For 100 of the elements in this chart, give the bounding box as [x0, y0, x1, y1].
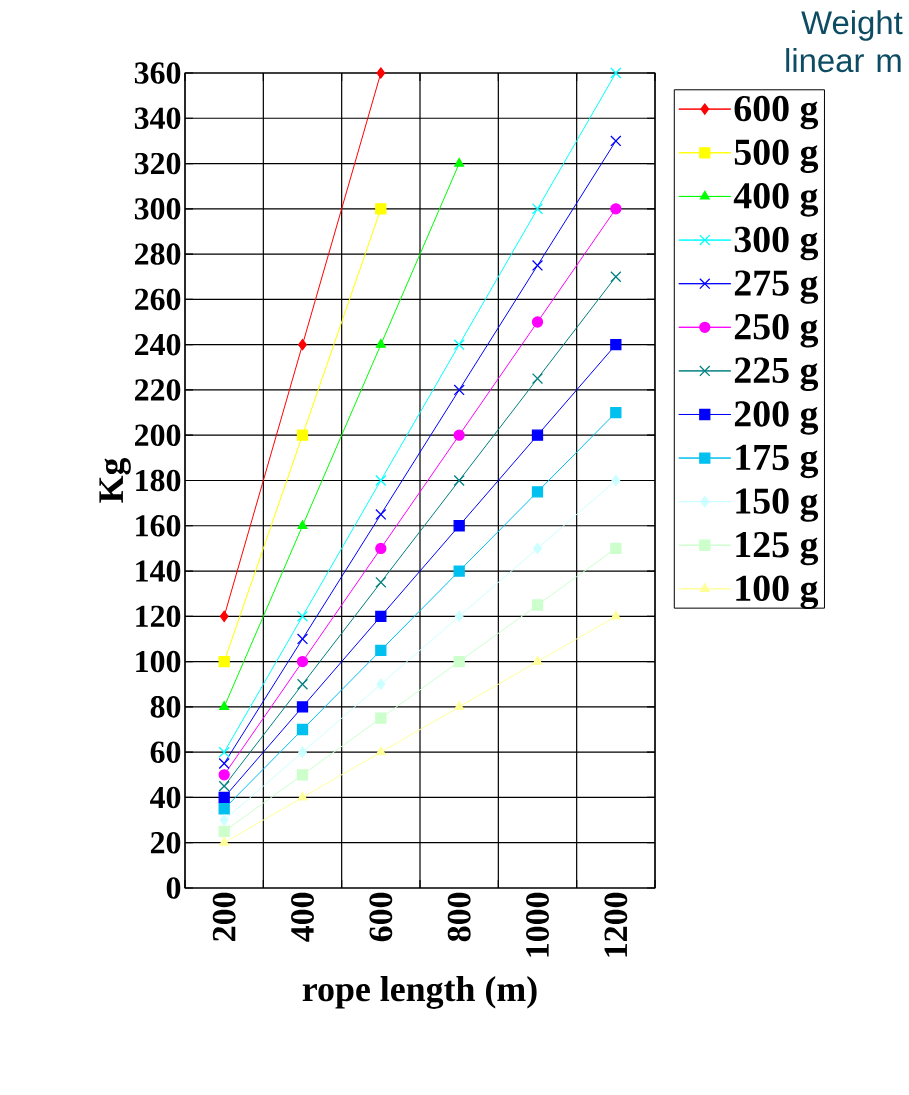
point	[375, 339, 386, 348]
point	[296, 633, 309, 645]
x-tick-label: 1200	[604, 892, 628, 957]
y-tick-label: 320	[134, 152, 181, 175]
point	[610, 271, 622, 283]
point	[218, 803, 230, 815]
point	[375, 746, 386, 756]
y-axis-title: Kg	[99, 457, 131, 503]
legend-label: 200 g	[734, 401, 819, 435]
point	[375, 542, 387, 555]
point	[298, 746, 307, 758]
legend-title: Weight linear m	[786, 10, 903, 73]
y-tick-label: 60	[150, 741, 181, 763]
point	[375, 474, 387, 487]
x-tick-label: 600	[369, 892, 393, 942]
point	[453, 520, 465, 532]
point	[375, 610, 387, 622]
point	[218, 780, 230, 792]
point	[219, 701, 230, 711]
legend-label: 500 g	[734, 139, 819, 173]
point	[611, 474, 621, 487]
point	[531, 373, 544, 385]
point	[453, 655, 465, 668]
legend-label: 250 g	[734, 313, 819, 348]
point	[296, 610, 309, 622]
point	[375, 203, 387, 215]
y-tick-label: 240	[135, 333, 181, 356]
point	[610, 67, 622, 79]
point	[296, 678, 309, 690]
y-tick-label: 260	[135, 288, 181, 311]
legend-label: 400 g	[733, 183, 819, 217]
point	[219, 837, 230, 846]
point	[453, 384, 465, 396]
y-tick-label: 0	[166, 877, 181, 899]
point	[610, 542, 622, 555]
point	[454, 701, 465, 711]
point	[375, 576, 387, 588]
legend-label: 300 g	[734, 226, 819, 261]
x-tick-label: 200	[212, 892, 236, 941]
point	[453, 474, 465, 487]
y-tick-label: 20	[150, 831, 181, 854]
point	[531, 203, 544, 215]
legend-label: 125 g	[736, 531, 819, 566]
point	[453, 339, 465, 351]
point	[219, 814, 229, 826]
y-tick-label: 280	[135, 243, 181, 265]
point	[531, 486, 544, 498]
point	[296, 701, 309, 713]
y-tick-label: 200	[135, 424, 181, 446]
point	[375, 508, 387, 521]
point	[531, 429, 544, 441]
point	[297, 520, 308, 529]
point	[218, 791, 230, 804]
point	[531, 259, 544, 272]
point	[610, 339, 622, 351]
point	[454, 157, 465, 167]
legend-label: 225 g	[734, 357, 819, 392]
y-tick-label: 360	[134, 62, 181, 84]
y-tick-label: 180	[136, 469, 181, 492]
y-tick-label: 140	[136, 560, 181, 582]
point	[218, 757, 230, 770]
y-tick-label: 80	[150, 696, 181, 718]
y-tick-label: 300	[134, 198, 181, 220]
point	[296, 429, 309, 441]
point	[376, 678, 386, 690]
point	[219, 610, 229, 622]
point	[610, 203, 622, 215]
point	[454, 610, 464, 622]
point	[610, 406, 622, 419]
point	[298, 339, 307, 351]
point	[610, 135, 622, 147]
point	[218, 655, 230, 668]
x-tick-label: 1000	[526, 892, 549, 957]
point	[375, 712, 387, 724]
x-axis-title: rope length (m)	[302, 976, 537, 1009]
point	[610, 610, 621, 620]
point	[376, 67, 386, 79]
y-tick-label: 220	[135, 379, 181, 401]
point	[218, 825, 230, 838]
point	[531, 316, 544, 328]
point	[218, 746, 230, 758]
y-tick-label: 340	[134, 107, 181, 130]
point	[296, 723, 309, 736]
point	[218, 769, 230, 781]
legend-label: 275 g	[734, 270, 819, 304]
legend-label: 150 g	[736, 488, 819, 522]
point	[375, 644, 387, 656]
y-tick-label: 100	[136, 650, 181, 673]
point	[296, 655, 309, 668]
point	[296, 769, 309, 781]
point	[453, 429, 465, 441]
point	[532, 655, 543, 665]
point	[453, 565, 465, 577]
y-tick-label: 40	[150, 786, 181, 809]
legend-label: 100 g	[736, 575, 819, 610]
x-tick-label: 800	[447, 892, 471, 942]
legend-label: 175 g	[736, 444, 819, 479]
x-tick-label: 400	[291, 892, 314, 942]
legend-label: 600 g	[734, 95, 819, 130]
y-tick-label: 160	[136, 515, 181, 537]
